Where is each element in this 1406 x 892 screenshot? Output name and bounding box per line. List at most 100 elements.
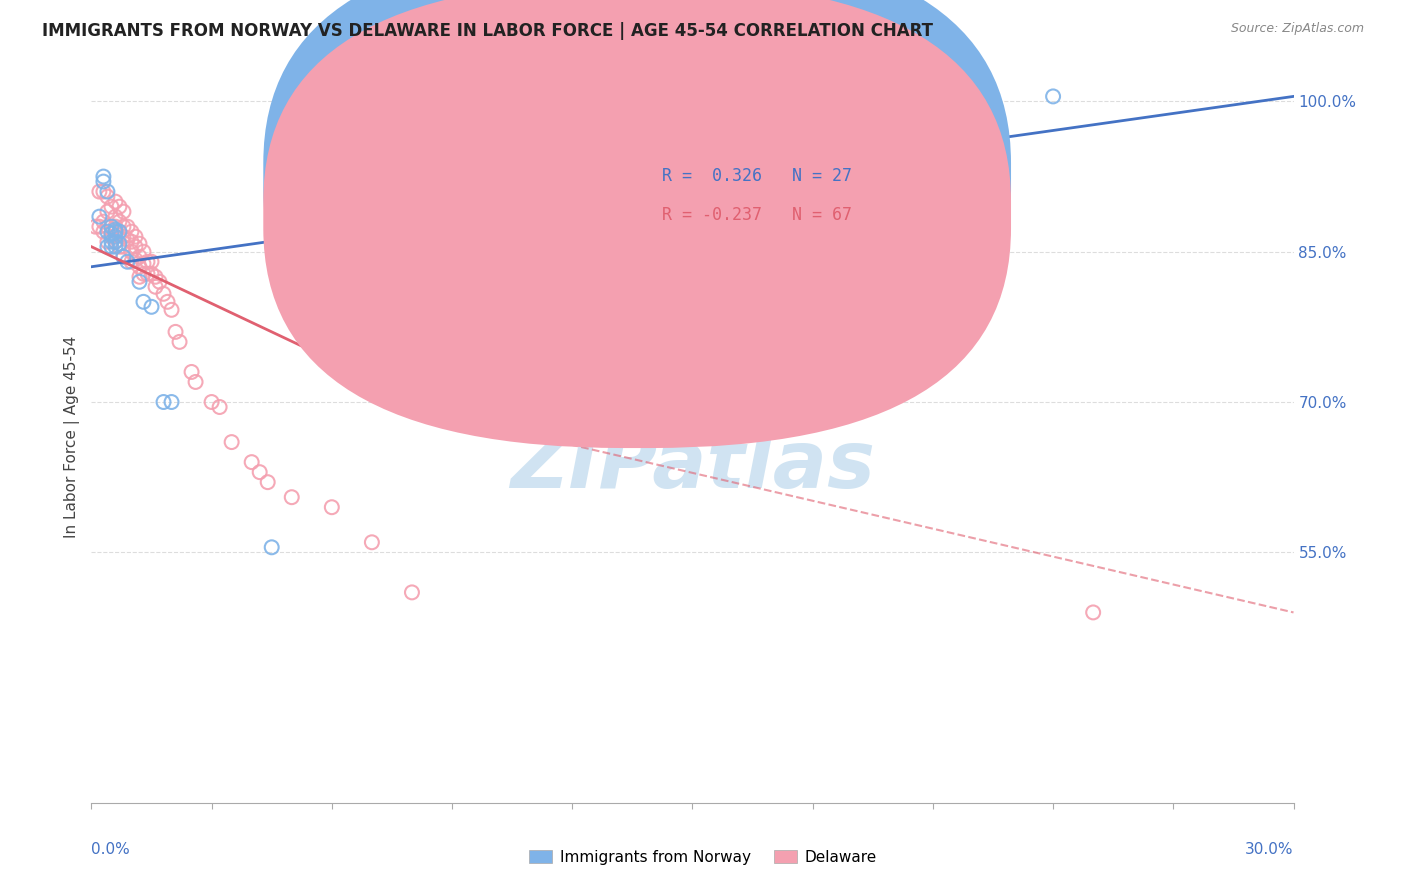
Point bbox=[96, 189, 118, 203]
Point bbox=[148, 275, 170, 289]
Point bbox=[93, 185, 115, 199]
Point bbox=[132, 294, 155, 309]
Point bbox=[117, 233, 139, 247]
Point bbox=[124, 229, 146, 244]
Point bbox=[100, 219, 122, 234]
Point bbox=[112, 204, 135, 219]
Point bbox=[96, 219, 118, 234]
Point bbox=[100, 235, 122, 249]
Point bbox=[108, 240, 131, 254]
Point bbox=[160, 395, 183, 409]
Point bbox=[152, 286, 174, 301]
Point bbox=[112, 229, 135, 244]
Point bbox=[100, 227, 122, 241]
Point bbox=[169, 334, 191, 349]
Point bbox=[221, 435, 243, 450]
Point bbox=[124, 240, 146, 254]
Point bbox=[156, 294, 179, 309]
Point bbox=[96, 225, 118, 239]
Point bbox=[104, 210, 127, 224]
Point bbox=[100, 200, 122, 214]
Point bbox=[128, 269, 150, 284]
Point bbox=[117, 219, 139, 234]
FancyBboxPatch shape bbox=[263, 0, 1011, 410]
Point bbox=[145, 269, 167, 284]
Point bbox=[108, 225, 131, 239]
Point bbox=[100, 229, 122, 244]
Point bbox=[121, 235, 143, 249]
Point bbox=[104, 235, 127, 249]
Point bbox=[136, 254, 159, 268]
Point bbox=[93, 225, 115, 239]
Point bbox=[1083, 606, 1105, 620]
Point bbox=[112, 219, 135, 234]
Point bbox=[96, 240, 118, 254]
Point bbox=[93, 214, 115, 228]
Point bbox=[104, 219, 127, 234]
Point bbox=[121, 254, 143, 268]
Point bbox=[132, 244, 155, 259]
Point bbox=[128, 260, 150, 274]
Text: 0.0%: 0.0% bbox=[91, 842, 131, 856]
Point bbox=[152, 395, 174, 409]
Point bbox=[96, 185, 118, 199]
Text: IMMIGRANTS FROM NORWAY VS DELAWARE IN LABOR FORCE | AGE 45-54 CORRELATION CHART: IMMIGRANTS FROM NORWAY VS DELAWARE IN LA… bbox=[42, 22, 934, 40]
Legend: Immigrants from Norway, Delaware: Immigrants from Norway, Delaware bbox=[523, 844, 883, 871]
Point bbox=[240, 455, 263, 469]
Point bbox=[104, 222, 127, 236]
Point bbox=[104, 194, 127, 209]
Point bbox=[96, 235, 118, 249]
Point bbox=[385, 154, 408, 169]
Point bbox=[84, 219, 107, 234]
Point bbox=[141, 300, 163, 314]
Point bbox=[260, 541, 283, 555]
Text: 30.0%: 30.0% bbox=[1246, 842, 1294, 856]
Point bbox=[184, 375, 207, 389]
Point bbox=[360, 535, 382, 549]
Point bbox=[128, 236, 150, 251]
Point bbox=[256, 475, 278, 490]
Point bbox=[96, 204, 118, 219]
Point bbox=[108, 236, 131, 251]
Text: ZIPatlas: ZIPatlas bbox=[510, 427, 875, 506]
Point bbox=[108, 225, 131, 239]
Point bbox=[104, 229, 127, 244]
Point bbox=[89, 210, 111, 224]
FancyBboxPatch shape bbox=[609, 152, 908, 244]
Point bbox=[201, 395, 224, 409]
Point bbox=[104, 225, 127, 239]
Point bbox=[124, 252, 146, 267]
Point bbox=[93, 175, 115, 189]
Point bbox=[89, 185, 111, 199]
FancyBboxPatch shape bbox=[263, 0, 1011, 448]
Point bbox=[165, 325, 187, 339]
Text: R =  0.326   N = 27: R = 0.326 N = 27 bbox=[662, 167, 852, 185]
Point bbox=[89, 219, 111, 234]
Point bbox=[104, 235, 127, 249]
Point bbox=[141, 254, 163, 268]
Point bbox=[321, 500, 343, 515]
Point bbox=[132, 257, 155, 271]
Point bbox=[132, 267, 155, 281]
Point bbox=[281, 490, 304, 504]
Point bbox=[100, 240, 122, 254]
Text: R = -0.237   N = 67: R = -0.237 N = 67 bbox=[662, 206, 852, 225]
Point bbox=[136, 267, 159, 281]
Point bbox=[1042, 89, 1064, 103]
Point bbox=[180, 365, 202, 379]
Y-axis label: In Labor Force | Age 45-54: In Labor Force | Age 45-54 bbox=[65, 336, 80, 538]
Point bbox=[112, 250, 135, 264]
Point bbox=[108, 214, 131, 228]
Text: Source: ZipAtlas.com: Source: ZipAtlas.com bbox=[1230, 22, 1364, 36]
Point bbox=[121, 225, 143, 239]
Point bbox=[112, 240, 135, 254]
Point bbox=[208, 400, 231, 414]
Point bbox=[401, 585, 423, 599]
Point bbox=[108, 200, 131, 214]
Point bbox=[121, 244, 143, 259]
Point bbox=[128, 275, 150, 289]
Point bbox=[249, 465, 271, 479]
Point bbox=[128, 250, 150, 264]
Point bbox=[93, 169, 115, 184]
Point bbox=[100, 219, 122, 234]
